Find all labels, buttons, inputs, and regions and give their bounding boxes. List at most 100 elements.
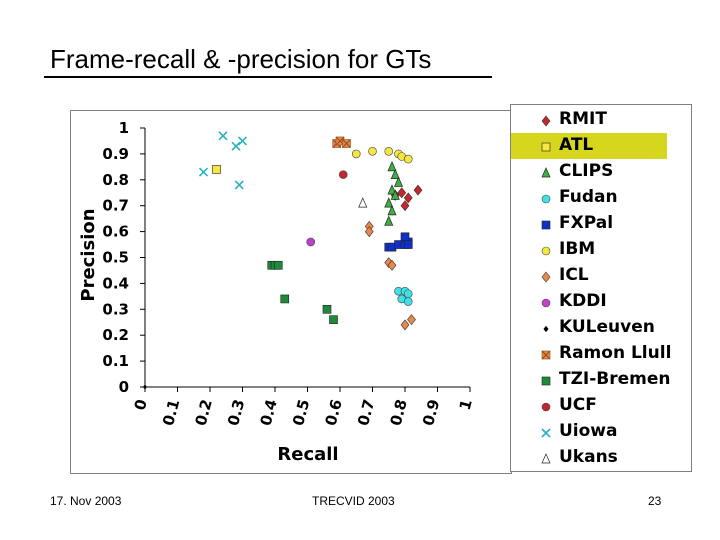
legend-symbol xyxy=(541,376,551,386)
footer-page-number: 23 xyxy=(648,494,662,508)
data-point-rmit xyxy=(400,200,410,212)
x-tick-label: 0.3 xyxy=(224,397,248,427)
legend-label: FXPal xyxy=(559,213,614,233)
legend-symbol xyxy=(541,194,551,204)
legend-symbol xyxy=(541,220,551,230)
legend-label: TZI-Bremen xyxy=(559,369,671,389)
data-point-tzi-bremen xyxy=(280,294,290,304)
y-tick-label: 0.2 xyxy=(102,326,129,344)
data-point-uiowa xyxy=(198,167,209,177)
data-point-ibm xyxy=(368,147,377,156)
x-tick-label: 0.2 xyxy=(192,397,216,427)
y-tick-label: 0.5 xyxy=(102,249,129,267)
legend-marker-ukans xyxy=(541,453,551,464)
y-tick-label: 1 xyxy=(119,119,129,137)
x-tick-label: 0.5 xyxy=(289,397,313,427)
y-tick-label: 0.6 xyxy=(102,223,129,241)
x-axis-title: Recall xyxy=(277,444,338,465)
x-tick-label: 0.9 xyxy=(419,397,443,427)
x-tick-label: 0.8 xyxy=(387,397,411,427)
data-point-clips xyxy=(390,168,400,179)
legend-marker-rmit xyxy=(541,115,551,127)
data-point-uiowa xyxy=(237,136,248,146)
axes xyxy=(144,128,470,388)
data-point-atl xyxy=(212,165,221,174)
data-points xyxy=(142,131,423,390)
data-point-icl xyxy=(387,259,397,271)
data-point-fxpal xyxy=(403,240,413,249)
footer-date: 17. Nov 2003 xyxy=(50,494,122,508)
legend-marker-fudan xyxy=(541,194,551,204)
data-point-ibm xyxy=(403,154,413,164)
x-tick-label: 0.6 xyxy=(322,397,346,427)
legend-label: ICL xyxy=(559,265,589,285)
legend-marker-ibm xyxy=(541,246,551,256)
legend-label: Fudan xyxy=(559,187,618,207)
legend-item-ibm: IBM xyxy=(511,237,689,263)
legend-label: ATL xyxy=(559,135,594,155)
legend-symbol xyxy=(541,271,551,283)
legend-marker-kddi xyxy=(541,298,551,308)
legend-item-kuleuven: KULeuven xyxy=(511,315,689,341)
y-tick-label: 0 xyxy=(119,378,129,396)
data-point-kuleuven xyxy=(142,384,148,390)
slide-title: Frame-recall & -precision for GTs xyxy=(50,44,432,74)
data-point-clips xyxy=(387,205,397,216)
chart-legend: RMIT ATL CLIPS Fudan FXPal IBM ICL KDDI KULeuven… xyxy=(510,104,692,472)
legend-symbol xyxy=(541,115,551,127)
title-underline xyxy=(44,76,492,78)
legend-item-atl: ATL xyxy=(511,133,667,159)
data-point-tzi-bremen xyxy=(329,315,338,324)
data-point-tzi-bremen xyxy=(322,304,332,314)
data-point-uiowa xyxy=(231,141,241,151)
x-tick-label: 0.4 xyxy=(257,397,281,427)
legend-label: Uiowa xyxy=(559,421,618,441)
y-tick-label: 0.7 xyxy=(102,197,129,215)
x-tick-label: 0.1 xyxy=(159,397,183,427)
footer-center-text: TRECVID 2003 xyxy=(312,494,395,508)
data-point-icl xyxy=(400,319,410,331)
legend-item-ramon-llull: Ramon Llull xyxy=(511,341,689,367)
data-point-clips xyxy=(387,160,397,172)
y-tick-label: 0.1 xyxy=(102,352,129,370)
data-point-clips xyxy=(387,184,397,195)
legend-item-tzi-bremen: TZI-Bremen xyxy=(511,367,689,393)
legend-marker-ramon-llull xyxy=(541,350,551,360)
legend-symbol xyxy=(541,350,551,360)
data-point-ucf xyxy=(338,170,348,179)
y-tick-label: 0.3 xyxy=(102,300,129,318)
legend-item-clips: CLIPS xyxy=(511,159,689,185)
legend-symbol xyxy=(541,246,551,256)
data-point-clips xyxy=(384,197,394,208)
legend-item-kddi: KDDI xyxy=(511,289,689,315)
data-point-ibm xyxy=(384,147,394,156)
legend-label: KDDI xyxy=(559,291,607,311)
legend-label: KULeuven xyxy=(559,317,655,337)
chart-frame xyxy=(70,110,512,474)
legend-item-fxpal: FXPal xyxy=(511,211,689,237)
legend-marker-ucf xyxy=(541,402,551,412)
legend-symbol xyxy=(541,167,551,178)
data-point-rmit xyxy=(397,187,407,199)
data-point-icl xyxy=(364,226,374,238)
legend-item-fudan: Fudan xyxy=(511,185,689,211)
legend-label: Ramon Llull xyxy=(559,343,672,363)
legend-marker-kuleuven xyxy=(543,325,549,333)
y-tick-label: 0.8 xyxy=(102,171,129,189)
legend-marker-tzi-bremen xyxy=(541,376,551,386)
data-point-rmit xyxy=(403,192,413,204)
data-point-uiowa xyxy=(234,180,244,190)
legend-item-ukans: Ukans xyxy=(511,445,689,471)
y-axis-title: Precision xyxy=(78,208,99,301)
legend-item-rmit: RMIT xyxy=(511,107,689,133)
tick-labels: 0 0.1 0.2 0.3 0.4 0.5 0.6 0.7 0.8 0.9 1 0 0.1 0.2 0.3 0… xyxy=(102,119,475,428)
legend-label: Ukans xyxy=(559,447,618,467)
data-point-clips xyxy=(393,176,404,187)
y-tick-label: 0.4 xyxy=(102,274,129,292)
legend-item-icl: ICL xyxy=(511,263,689,289)
legend-label: UCF xyxy=(559,395,597,415)
data-point-kddi xyxy=(306,237,316,247)
x-tick-label: 0.7 xyxy=(354,397,378,427)
legend-symbol xyxy=(543,325,549,333)
